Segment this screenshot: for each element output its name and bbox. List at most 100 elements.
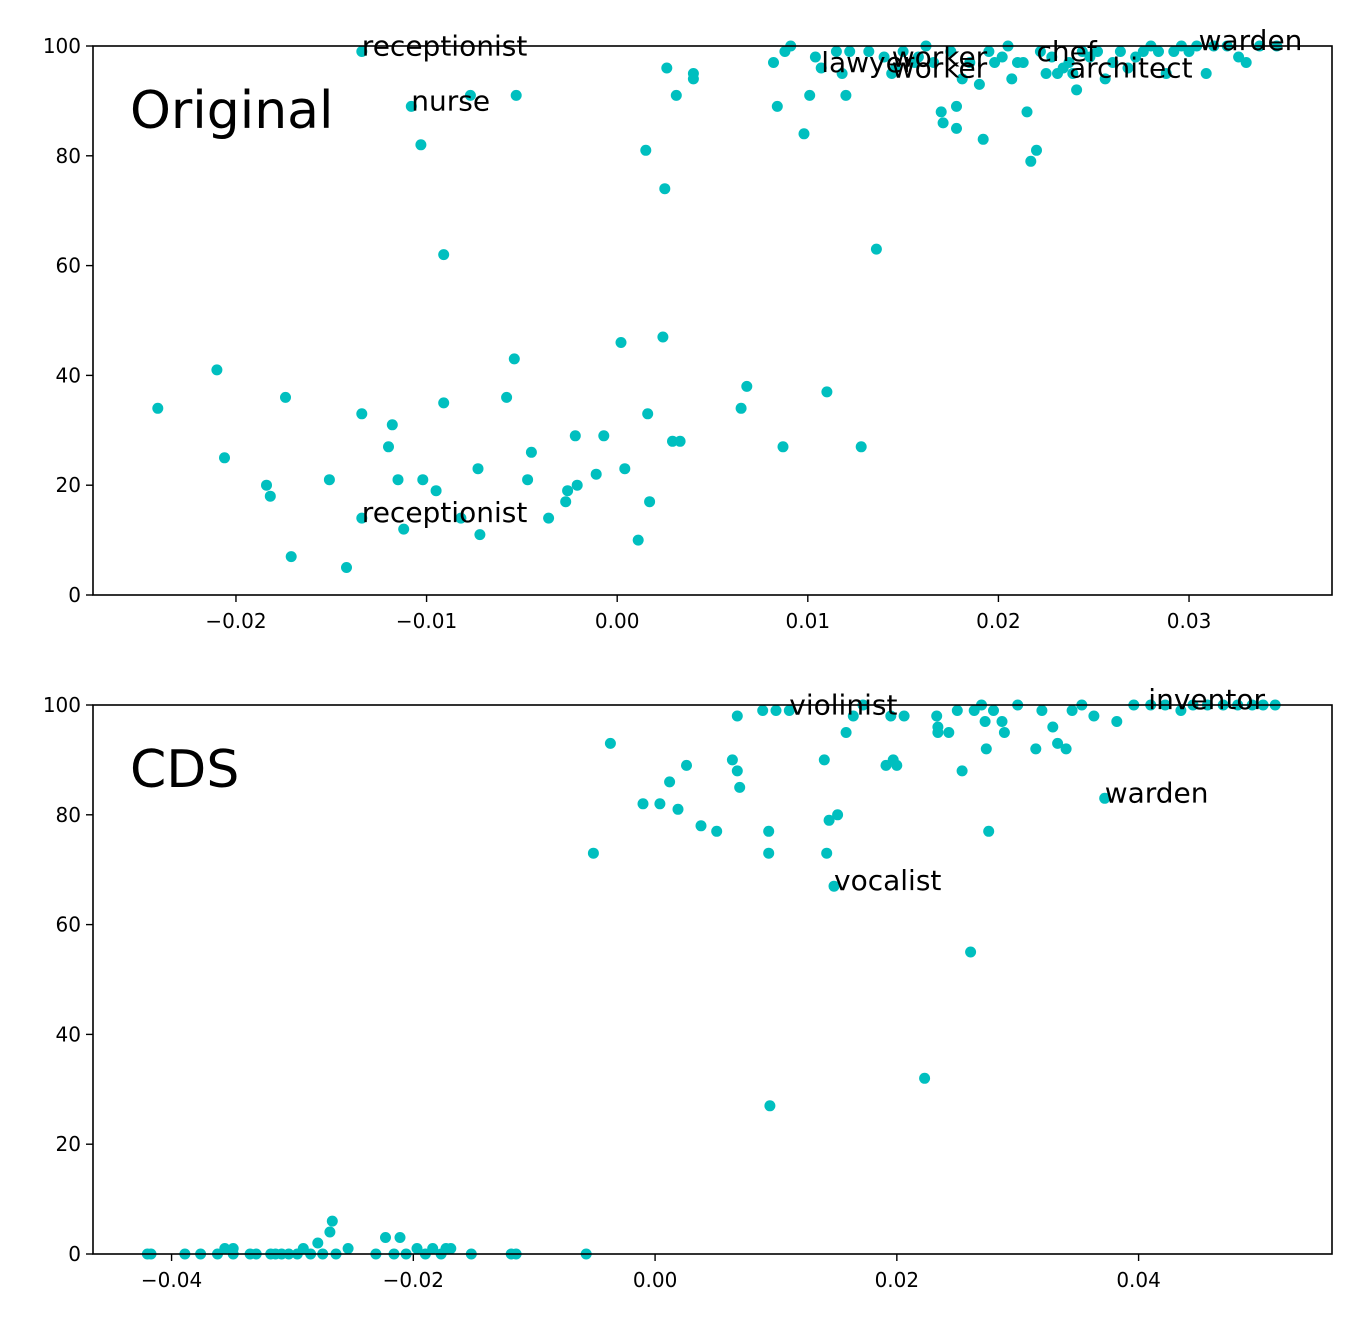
point-annotation: chef (1037, 35, 1098, 68)
data-point (815, 62, 827, 74)
data-point (543, 512, 555, 524)
data-point (430, 485, 442, 497)
data-point (735, 402, 747, 414)
data-point (770, 705, 782, 716)
data-point (667, 435, 678, 447)
data-point (510, 89, 522, 101)
data-point (891, 759, 903, 771)
data-point (569, 430, 581, 442)
data-point (1047, 721, 1059, 733)
data-point (983, 825, 995, 837)
data-point (798, 128, 810, 140)
x-tick-label: 0.00 (595, 609, 640, 633)
data-point (427, 1243, 439, 1254)
point-annotation: inventor (1148, 683, 1265, 716)
panel-label: CDS (130, 740, 239, 800)
data-point (604, 737, 616, 749)
data-point (931, 710, 943, 722)
data-point (661, 62, 673, 74)
data-point (1160, 68, 1172, 79)
data-point (219, 452, 230, 464)
data-point (670, 89, 682, 101)
plot-frame (92, 45, 1333, 596)
x-tick-label: −0.02 (383, 1268, 444, 1292)
data-point (598, 430, 610, 442)
data-point (1067, 68, 1079, 79)
data-point (847, 710, 859, 722)
data-point (731, 710, 743, 722)
x-tick-label: 0.02 (875, 1268, 920, 1292)
y-tick-label: 0 (68, 1242, 81, 1266)
data-point (1021, 106, 1033, 118)
data-point (897, 46, 909, 57)
y-tick-label: 80 (56, 144, 81, 168)
data-point (973, 78, 985, 90)
data-point (956, 765, 968, 777)
data-point (983, 46, 995, 57)
y-tick-label: 40 (56, 363, 81, 387)
y-tick-label: 40 (56, 1022, 81, 1046)
data-point (438, 249, 450, 261)
y-tick-label: 20 (56, 1132, 81, 1156)
data-point (587, 847, 599, 859)
data-point (1114, 46, 1126, 57)
data-point (878, 51, 890, 63)
x-tick-label: 0.02 (976, 609, 1021, 633)
x-tick-label: 0.01 (786, 609, 831, 633)
data-point (285, 551, 297, 563)
data-point (415, 139, 427, 151)
data-point (951, 705, 963, 716)
y-tick-label: 20 (56, 473, 81, 497)
data-point (445, 1243, 457, 1254)
data-point (455, 512, 467, 524)
data-point (932, 727, 944, 738)
data-point (264, 490, 276, 502)
data-point (1153, 46, 1164, 57)
data-point (832, 809, 844, 821)
plot-frame (92, 704, 1333, 1255)
data-point (1111, 716, 1123, 727)
data-point (1063, 57, 1075, 68)
data-point (560, 496, 572, 508)
data-point (763, 847, 775, 859)
data-point (943, 727, 955, 738)
data-point (219, 1243, 231, 1254)
data-point (657, 331, 669, 343)
data-point (654, 798, 666, 810)
data-point (619, 463, 631, 475)
data-point (919, 1072, 931, 1084)
data-point (501, 391, 513, 403)
data-point (1025, 155, 1037, 167)
data-point (977, 133, 989, 145)
data-point (695, 820, 707, 832)
data-point (1046, 51, 1058, 63)
y-tick-label: 100 (43, 693, 81, 717)
data-point (989, 57, 1001, 68)
data-point (734, 781, 746, 793)
data-point (1036, 705, 1048, 716)
data-point (356, 512, 368, 524)
data-point (998, 727, 1010, 738)
data-point (979, 716, 991, 727)
data-point (1107, 57, 1119, 68)
data-point (341, 562, 352, 573)
data-point (731, 765, 743, 777)
data-point (152, 402, 164, 414)
data-point (380, 1232, 391, 1243)
y-tick-label: 60 (56, 254, 81, 278)
data-point (777, 441, 789, 453)
data-point (522, 474, 534, 486)
data-point (964, 57, 976, 68)
data-point (562, 485, 574, 497)
data-point (764, 1100, 776, 1112)
data-point (383, 441, 394, 453)
y-tick-label: 0 (68, 583, 81, 607)
data-point (757, 705, 769, 716)
data-point (937, 117, 949, 129)
data-point (951, 122, 962, 134)
data-point (844, 46, 856, 57)
data-point (664, 776, 676, 788)
point-annotation: lawyer (821, 46, 915, 79)
data-point (1099, 73, 1111, 85)
data-point (312, 1237, 324, 1249)
